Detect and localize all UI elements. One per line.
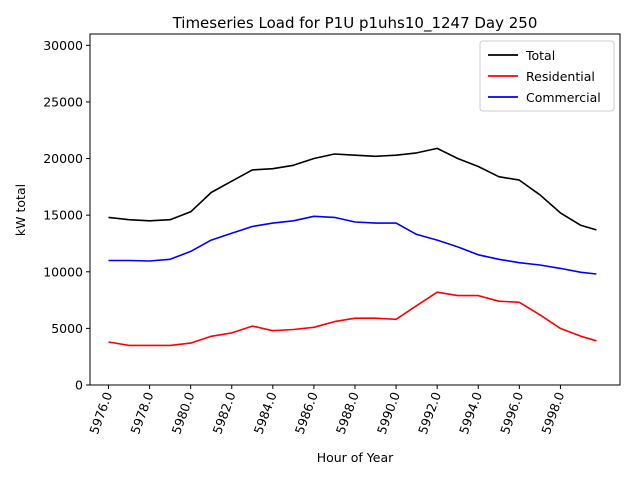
legend-box bbox=[479, 40, 615, 112]
series-line-commercial bbox=[108, 215, 597, 275]
y-tick-label: 15000 bbox=[43, 208, 83, 223]
y-tick-label: 0 bbox=[75, 378, 83, 393]
y-tick-label: 5000 bbox=[51, 321, 83, 336]
legend: Total Residential Commercial bbox=[479, 40, 615, 112]
series-line-residential bbox=[108, 291, 597, 347]
legend-label-commercial: Commercial bbox=[526, 90, 601, 105]
y-axis-label: kW total bbox=[13, 184, 28, 236]
y-tick-label: 10000 bbox=[43, 264, 83, 279]
y-axis-ticks: 0 5000 10000 15000 20000 25000 30000 bbox=[43, 38, 90, 393]
y-tick-label: 30000 bbox=[43, 38, 83, 53]
series-line-total bbox=[108, 147, 597, 231]
y-tick-label: 25000 bbox=[43, 94, 83, 109]
x-axis-label: Hour of Year bbox=[317, 450, 394, 465]
y-tick-label: 20000 bbox=[43, 151, 83, 166]
legend-label-residential: Residential bbox=[526, 69, 595, 84]
series-layer bbox=[108, 147, 597, 347]
legend-label-total: Total bbox=[525, 48, 555, 63]
chart-title: Timeseries Load for P1U p1uhs10_1247 Day… bbox=[172, 14, 538, 33]
